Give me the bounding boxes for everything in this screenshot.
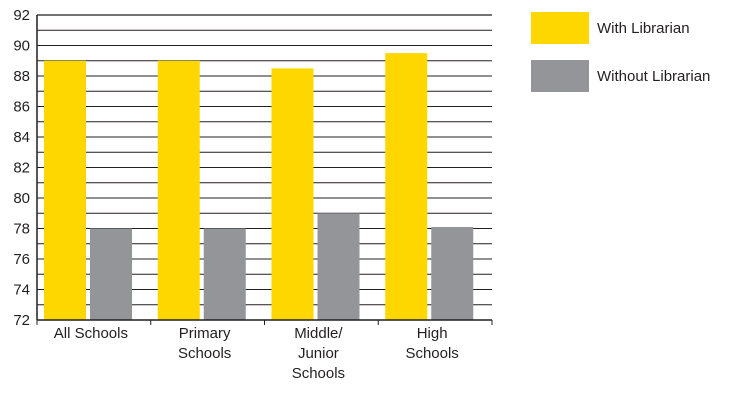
legend-label-with-librarian: With Librarian — [597, 19, 690, 37]
legend-label-without-librarian: Without Librarian — [597, 67, 711, 85]
legend-swatch-with-librarian — [531, 12, 589, 44]
y-tick-label: 90 — [13, 38, 30, 55]
y-tick-label: 82 — [13, 160, 30, 177]
y-tick-labels: 72 74 76 78 80 82 84 86 88 90 92 — [13, 7, 30, 329]
bar-without-librarian-4 — [431, 226, 474, 320]
bar-with-librarian-4 — [385, 53, 428, 320]
x-category-label: All Schools — [54, 325, 128, 342]
x-category-label: Junior — [298, 345, 339, 362]
x-category-label: Primary — [179, 325, 231, 342]
y-tick-label: 86 — [13, 99, 30, 116]
bar-with-librarian-1 — [44, 60, 86, 320]
y-tick-label: 92 — [13, 7, 30, 24]
axes — [36, 14, 493, 325]
legend: With Librarian Without Librarian — [531, 12, 710, 108]
y-tick-label: 88 — [13, 68, 30, 85]
x-category-label: Schools — [292, 365, 345, 382]
y-tick-label: 74 — [13, 282, 30, 299]
bar-without-librarian-2 — [203, 228, 246, 320]
x-category-label: Schools — [178, 345, 231, 362]
y-tick-label: 78 — [13, 221, 30, 238]
x-category-label: Schools — [405, 345, 458, 362]
bar-without-librarian-3 — [317, 213, 360, 320]
x-category-label: Middle/ — [294, 325, 343, 342]
bar-without-librarian-1 — [90, 228, 132, 320]
legend-swatch-without-librarian — [531, 60, 589, 92]
y-tick-label: 80 — [13, 190, 30, 207]
legend-item-with-librarian: With Librarian — [531, 12, 710, 44]
bar-with-librarian-2 — [157, 60, 200, 320]
legend-item-without-librarian: Without Librarian — [531, 60, 710, 92]
y-tick-label: 84 — [13, 129, 30, 146]
bars — [44, 53, 474, 320]
x-category-labels: All Schools Primary Schools Middle/Junior Sc… — [54, 325, 459, 382]
x-category-label: High — [417, 325, 448, 342]
y-tick-label: 72 — [13, 312, 30, 329]
bar-with-librarian-3 — [271, 68, 314, 320]
y-tick-label: 76 — [13, 251, 30, 268]
